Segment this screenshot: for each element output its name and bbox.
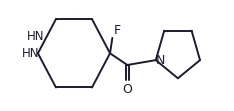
Text: HN: HN bbox=[22, 47, 39, 60]
Text: N: N bbox=[156, 54, 166, 67]
Text: HN: HN bbox=[27, 30, 45, 43]
Text: O: O bbox=[122, 83, 132, 96]
Text: F: F bbox=[113, 24, 121, 37]
